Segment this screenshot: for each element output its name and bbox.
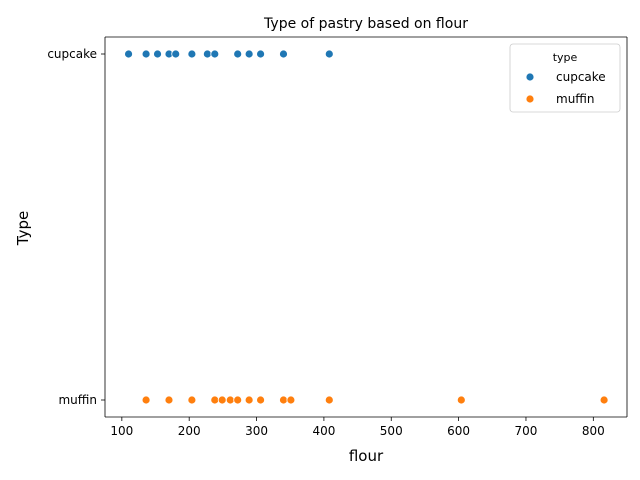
point-muffin-0	[141, 395, 151, 405]
x-tick-label-200: 200	[178, 424, 201, 438]
x-tick-label-800: 800	[582, 424, 605, 438]
point-cupcake-1	[141, 49, 151, 59]
point-muffin-1	[164, 395, 174, 405]
point-muffin-11	[324, 395, 334, 405]
legend-box	[509, 43, 621, 113]
legend: type cupcake muffin	[509, 43, 621, 113]
x-tick-label-700: 700	[515, 424, 538, 438]
point-muffin-7	[244, 395, 254, 405]
y-tick-label-cupcake: cupcake	[47, 47, 97, 61]
point-cupcake-0	[124, 49, 133, 59]
y-tick-label-muffin: muffin	[58, 393, 97, 407]
point-cupcake-8	[233, 49, 243, 59]
x-axis-title: flour	[349, 447, 384, 465]
point-muffin-13	[599, 395, 609, 405]
point-cupcake-5	[187, 49, 197, 59]
point-muffin-4	[217, 395, 227, 405]
point-muffin-2	[187, 395, 197, 405]
point-muffin-12	[456, 395, 466, 405]
x-tick-label-300: 300	[245, 424, 268, 438]
legend-label-cupcake: cupcake	[556, 70, 606, 84]
legend-marker-cupcake	[525, 72, 535, 82]
axes: 100 200 300 400 500 600 700 800 cupcake muffin	[47, 36, 628, 438]
x-tick-label-400: 400	[312, 424, 335, 438]
data-points	[124, 49, 609, 405]
point-cupcake-11	[279, 49, 288, 59]
chart-title: Type of pastry based on flour	[263, 16, 468, 32]
point-cupcake-10	[256, 49, 265, 59]
point-cupcake-2	[153, 49, 162, 59]
point-cupcake-9	[244, 49, 254, 59]
legend-marker-muffin	[525, 94, 535, 104]
x-tick-label-600: 600	[447, 424, 470, 438]
point-muffin-5	[225, 395, 235, 405]
legend-title: type	[553, 51, 578, 64]
x-tick-label-500: 500	[380, 424, 403, 438]
point-muffin-10	[286, 395, 296, 405]
point-muffin-8	[256, 395, 265, 405]
point-cupcake-12	[324, 49, 334, 59]
point-cupcake-7	[210, 49, 220, 59]
point-muffin-9	[279, 395, 288, 405]
y-axis-title: Type	[14, 211, 32, 246]
point-muffin-6	[233, 395, 243, 405]
point-cupcake-4	[171, 49, 181, 59]
point-cupcake-6	[202, 49, 212, 59]
point-muffin-3	[210, 395, 220, 405]
legend-label-muffin: muffin	[556, 92, 595, 106]
x-tick-label-100: 100	[110, 424, 133, 438]
